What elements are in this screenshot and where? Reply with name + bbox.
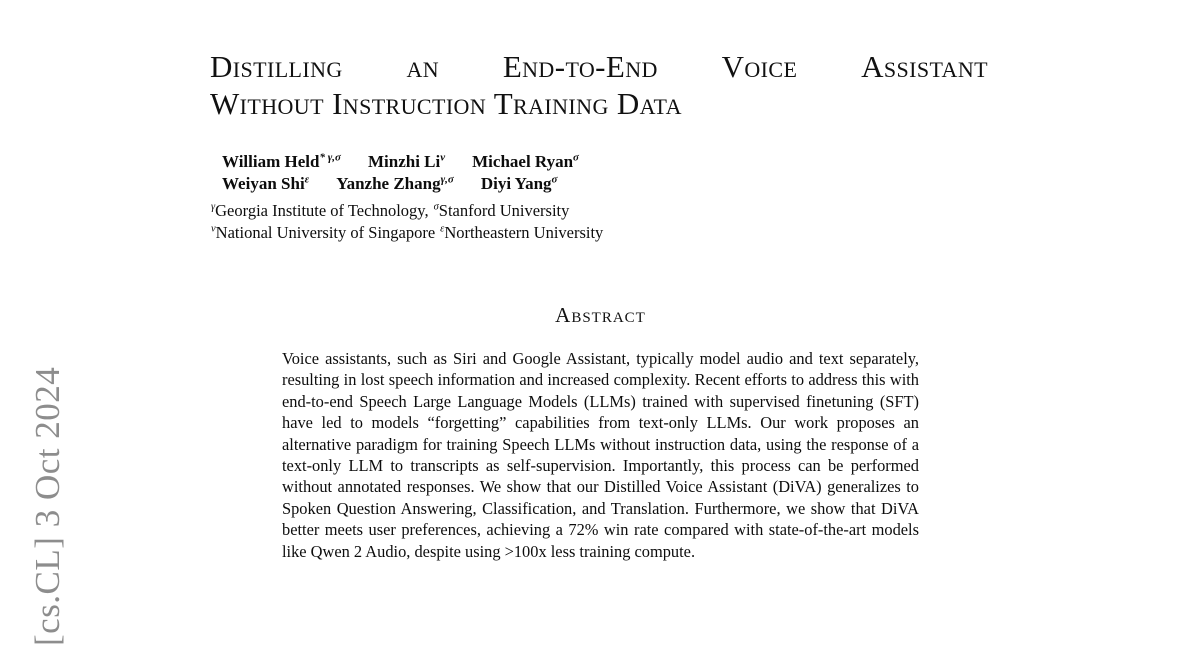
author-name: Yanzhe Zhangγ,σ — [336, 173, 454, 195]
author-row-1: William Held* γ,σ Minzhi Liν Michael Rya… — [222, 151, 579, 173]
paper-title: Distilling an End-to-End Voice Assistant… — [210, 48, 988, 122]
affiliation: εNortheastern University — [440, 223, 603, 242]
paper-title-line1: Distilling an End-to-End Voice Assistant — [210, 48, 988, 85]
title-word: Distilling — [210, 49, 343, 84]
paper-title-line2: Without Instruction Training Data — [210, 86, 682, 121]
abstract-heading: Abstract — [555, 303, 646, 327]
author-name-text: Minzhi Li — [367, 152, 441, 171]
arxiv-watermark: [cs.CL] 3 Oct 2024 — [28, 366, 67, 646]
author-affiliation-marker: σ — [573, 151, 579, 164]
author-name-text: Weiyan Shi — [222, 174, 305, 193]
author-name-text: Michael Ryan — [472, 152, 574, 171]
title-word: Voice — [721, 49, 798, 84]
title-word: an — [406, 49, 440, 84]
affiliation-text: Stanford University — [438, 201, 570, 220]
affiliations: γGeorgia Institute of Technology, σStanfo… — [211, 200, 608, 244]
title-word: End-to-End — [502, 49, 658, 84]
title-word: Assistant — [861, 49, 988, 84]
author-name: Minzhi Liν — [368, 151, 445, 173]
author-affiliation-marker: σ — [551, 173, 558, 186]
author-name: Diyi Yangσ — [481, 173, 558, 195]
author-name: William Held* γ,σ — [222, 151, 341, 173]
affiliation-marker: ε — [440, 223, 445, 235]
author-affiliation-marker: ν — [440, 151, 446, 164]
affiliation: γGeorgia Institute of Technology, — [211, 201, 429, 220]
author-affiliation-marker: γ,σ — [440, 173, 454, 186]
affiliation-marker: σ — [433, 201, 439, 213]
affiliation-text: Georgia Institute of Technology, — [215, 201, 429, 220]
author-name-text: Yanzhe Zhang — [336, 174, 441, 193]
affiliation: νNational University of Singapore — [211, 223, 435, 242]
author-affiliation-marker: * γ,σ — [319, 151, 341, 164]
author-name: Michael Ryanσ — [472, 151, 579, 173]
author-name: Weiyan Shiε — [222, 173, 309, 195]
affiliation-row-2: νNational University of Singapore εNorthe… — [211, 222, 608, 244]
affiliation-marker: ν — [211, 223, 216, 235]
author-row-2: Weiyan Shiε Yanzhe Zhangγ,σ Diyi Yangσ — [222, 173, 579, 195]
abstract-body: Voice assistants, such as Siri and Googl… — [282, 349, 919, 561]
affiliation-text: Northeastern University — [444, 223, 604, 242]
author-name-text: William Held — [222, 152, 320, 171]
author-list: William Held* γ,σ Minzhi Liν Michael Rya… — [222, 151, 579, 195]
author-affiliation-marker: ε — [304, 173, 310, 186]
author-name-text: Diyi Yang — [480, 174, 552, 193]
affiliation-marker: γ — [211, 201, 216, 213]
affiliation-text: National University of Singapore — [215, 223, 436, 242]
affiliation-row-1: γGeorgia Institute of Technology, σStanfo… — [211, 200, 608, 222]
affiliation: σStanford University — [434, 201, 570, 220]
